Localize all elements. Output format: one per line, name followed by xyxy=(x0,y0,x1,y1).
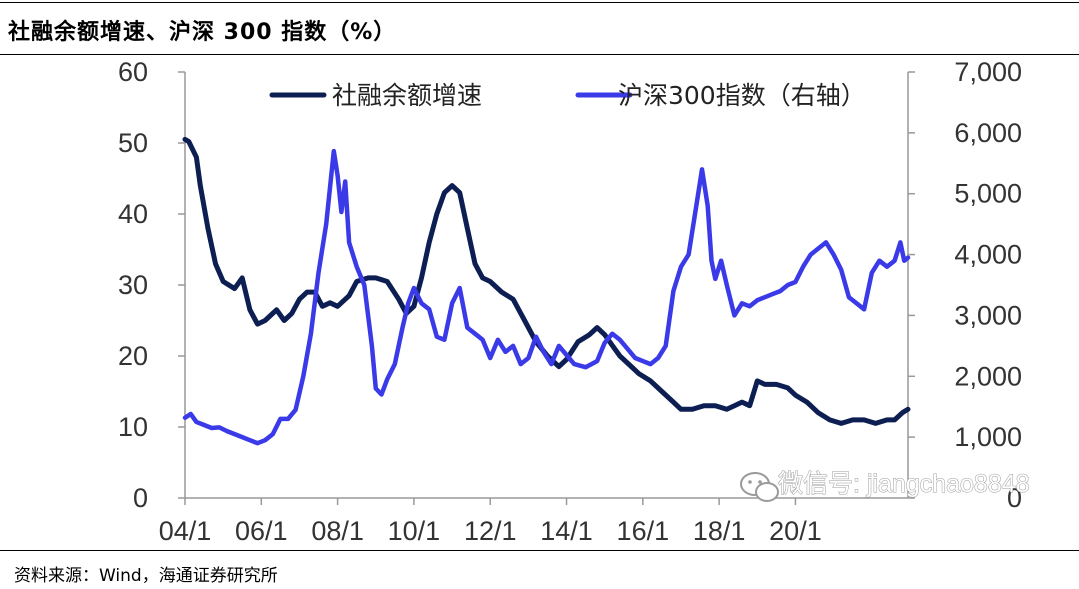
left-tick-label: 0 xyxy=(133,483,148,513)
x-tick-label: 10/1 xyxy=(388,516,441,546)
series-layer xyxy=(182,136,911,446)
x-tick-label: 06/1 xyxy=(235,516,288,546)
x-tick-label: 08/1 xyxy=(311,516,364,546)
x-tick-label: 12/1 xyxy=(464,516,517,546)
legend-label: 社融余额增速 xyxy=(332,81,482,110)
right-tick-label: 0 xyxy=(1007,483,1022,513)
left-tick-label: 50 xyxy=(118,128,148,158)
source-note: 资料来源：Wind，海通证券研究所 xyxy=(14,566,278,586)
left-tick-label: 20 xyxy=(118,341,148,371)
right-tick-label: 2,000 xyxy=(954,361,1022,391)
x-tick-label: 04/1 xyxy=(159,516,212,546)
x-tick-label: 20/1 xyxy=(769,516,822,546)
left-tick-label: 40 xyxy=(118,199,148,229)
x-tick-label: 18/1 xyxy=(693,516,746,546)
wechat-icon xyxy=(740,472,779,502)
legend: 社融余额增速 沪深300指数（右轴） xyxy=(269,81,866,110)
series-line-social-financing xyxy=(182,136,911,426)
x-tick-label: 14/1 xyxy=(540,516,593,546)
left-tick-label: 60 xyxy=(118,57,148,87)
right-tick-label: 3,000 xyxy=(954,300,1022,330)
watermark: 微信号: jiangchao8848 xyxy=(740,470,1030,502)
chart: 0 10 20 30 40 50 60 0 1,000 2,000 3,000 4,000 5,000… xyxy=(118,57,1030,546)
right-tick-label: 7,000 xyxy=(954,57,1022,87)
watermark-text: 微信号: jiangchao8848 xyxy=(778,470,1030,498)
top-rule xyxy=(0,2,1079,3)
series-line-csi300 xyxy=(182,148,911,446)
left-tick-label: 30 xyxy=(118,270,148,300)
bottom-rule xyxy=(0,550,1079,551)
left-tick-label: 10 xyxy=(118,412,148,442)
legend-label: 沪深300指数（右轴） xyxy=(618,81,866,110)
right-tick-label: 5,000 xyxy=(954,179,1022,209)
right-tick-label: 1,000 xyxy=(954,422,1022,452)
title-divider xyxy=(0,54,1079,55)
right-tick-label: 4,000 xyxy=(954,240,1022,270)
bottom-axis: 04/1 06/1 08/1 10/1 12/1 14/1 16/1 18/1 20/1 xyxy=(159,497,908,546)
x-tick-label: 16/1 xyxy=(617,516,670,546)
right-tick-label: 6,000 xyxy=(954,118,1022,148)
left-axis: 0 10 20 30 40 50 60 xyxy=(118,57,186,513)
right-axis: 0 1,000 2,000 3,000 4,000 5,000 6,000 7,000 xyxy=(907,57,1022,513)
chart-title: 社融余额增速、沪深 300 指数（%） xyxy=(8,20,397,45)
